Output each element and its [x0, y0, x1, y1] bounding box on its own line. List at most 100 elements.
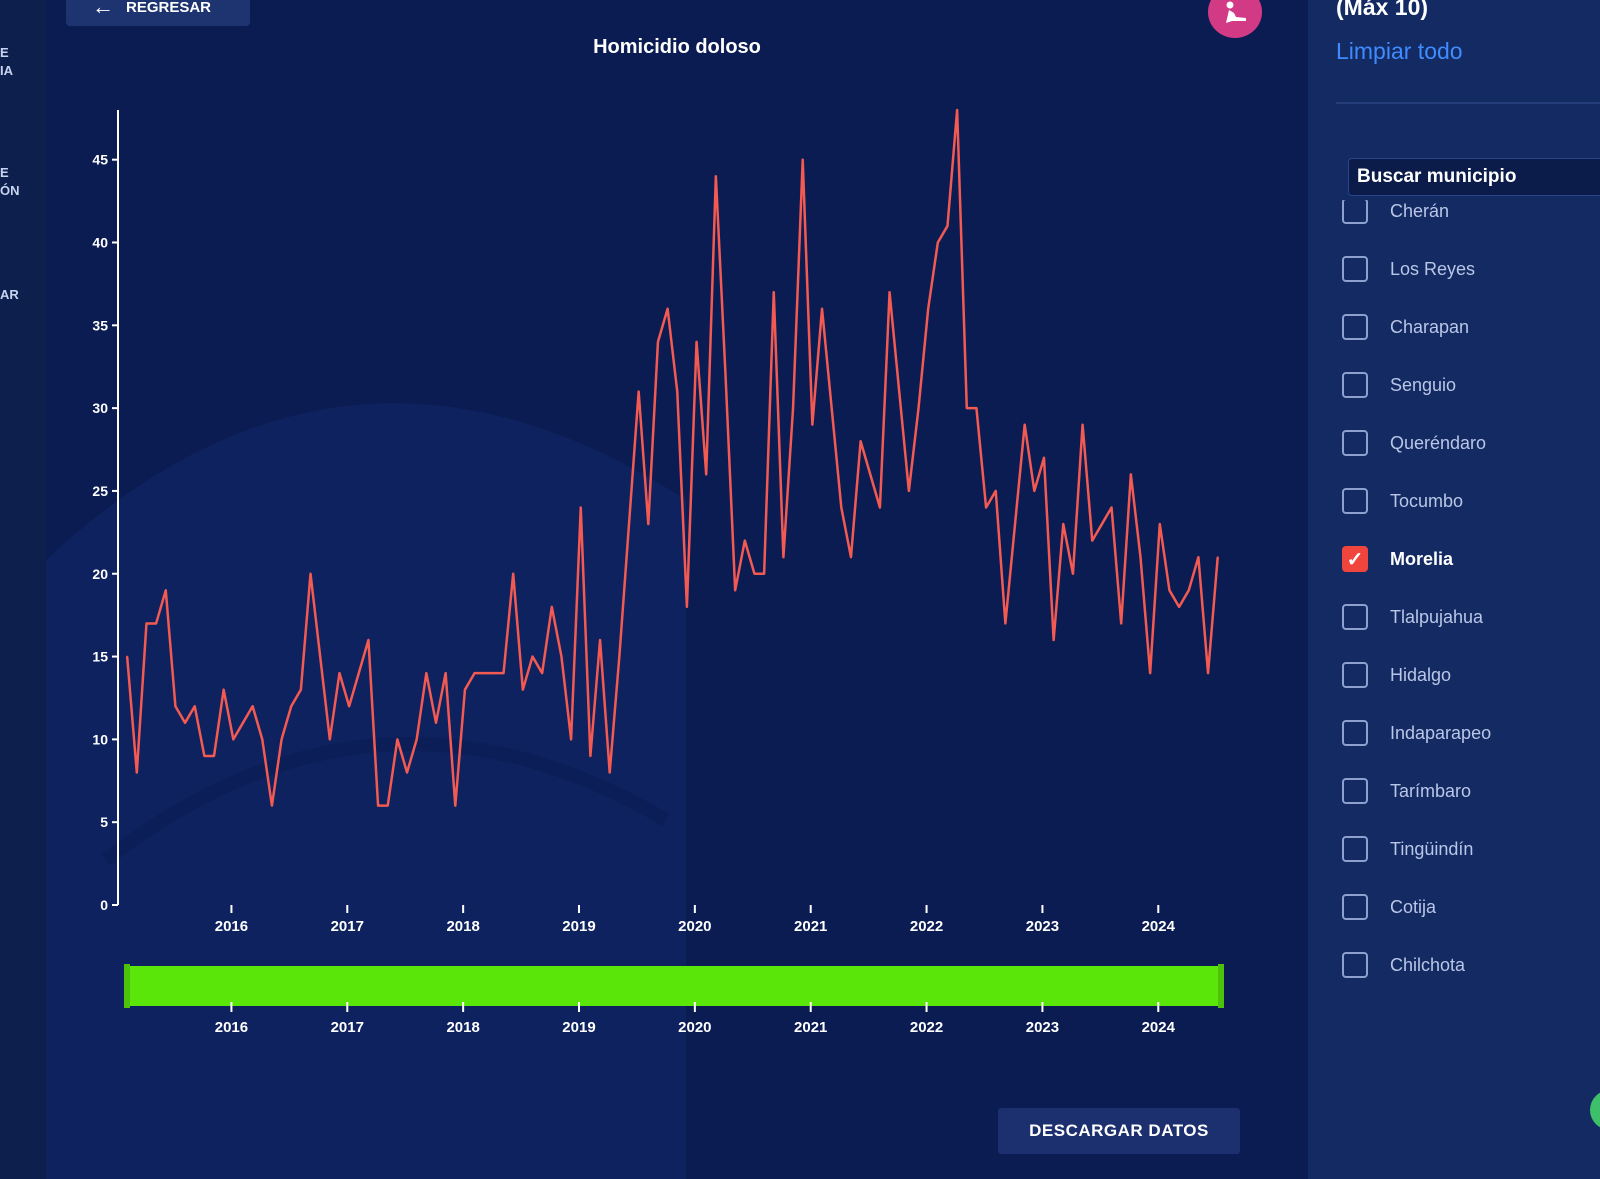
municipality-item[interactable]: Tocumbo — [1342, 484, 1463, 518]
range-tick-label: 2023 — [1026, 1019, 1059, 1036]
data-point — [290, 705, 293, 708]
municipality-item[interactable]: Los Reyes — [1342, 252, 1475, 286]
checkbox[interactable] — [1342, 430, 1368, 456]
data-point — [1216, 556, 1219, 559]
data-point — [454, 804, 457, 807]
checkbox[interactable] — [1342, 836, 1368, 862]
municipality-item[interactable]: Cotija — [1342, 890, 1436, 924]
data-point — [464, 688, 466, 691]
data-point — [1100, 523, 1103, 525]
data-point — [502, 672, 505, 675]
checkbox-checked[interactable]: ✓ — [1342, 546, 1368, 572]
data-point — [126, 655, 129, 658]
checkbox[interactable] — [1342, 488, 1368, 514]
data-point — [155, 622, 158, 625]
background-swirl-line — [101, 737, 670, 866]
data-point — [406, 771, 408, 774]
municipality-item[interactable]: Tlalpujahua — [1342, 600, 1483, 634]
checkbox[interactable] — [1342, 372, 1368, 398]
data-point — [512, 572, 515, 575]
municipality-item[interactable]: Queréndaro — [1342, 426, 1486, 460]
checkbox[interactable] — [1342, 778, 1368, 804]
download-data-button[interactable]: DESCARGAR DATOS — [998, 1108, 1240, 1154]
municipality-search-input[interactable] — [1348, 158, 1600, 196]
data-point — [821, 307, 823, 310]
data-point — [1014, 523, 1016, 525]
y-tick-label: 10 — [92, 731, 108, 747]
municipality-item[interactable]: Cherán — [1342, 200, 1449, 228]
checkbox[interactable] — [1342, 256, 1368, 282]
x-tick-label: 2023 — [1026, 918, 1059, 935]
nav-fragment[interactable]: E — [0, 165, 9, 180]
municipality-item[interactable]: ✓ Morelia — [1342, 542, 1453, 576]
municipality-label: Indaparapeo — [1390, 722, 1492, 743]
municipality-item[interactable]: Senguio — [1342, 368, 1456, 402]
nav-fragment[interactable]: ÓN — [0, 183, 20, 198]
data-point — [830, 407, 833, 410]
checkbox[interactable] — [1342, 314, 1368, 340]
checkbox[interactable] — [1342, 604, 1368, 630]
range-selector-bar — [126, 966, 1222, 1006]
municipality-label: Tocumbo — [1390, 490, 1464, 511]
data-point — [772, 291, 775, 294]
nav-fragment[interactable]: AR — [0, 287, 19, 302]
data-point — [628, 523, 630, 525]
y-tick-label: 30 — [92, 400, 108, 416]
municipality-item[interactable]: Tarímbaro — [1342, 774, 1471, 808]
municipality-label: Tarímbaro — [1390, 780, 1472, 801]
data-point — [608, 771, 611, 774]
data-point — [184, 721, 186, 724]
municipality-item[interactable]: Chilchota — [1342, 948, 1465, 982]
data-point — [956, 109, 959, 111]
x-tick-label: 2024 — [1142, 918, 1176, 935]
municipality-label: Tlalpujahua — [1390, 606, 1484, 627]
municipality-label: Hidalgo — [1390, 664, 1452, 685]
municipality-label: Senguio — [1390, 374, 1457, 395]
data-point — [1158, 523, 1161, 525]
data-point — [261, 738, 264, 741]
data-point — [763, 572, 766, 575]
checkbox[interactable] — [1342, 662, 1368, 688]
data-point — [328, 738, 331, 741]
person-icon[interactable] — [1208, 0, 1262, 38]
data-point — [203, 755, 206, 757]
y-tick-label: 35 — [92, 317, 108, 333]
data-point — [367, 639, 370, 641]
data-point — [483, 672, 486, 675]
municipality-label: Cherán — [1390, 200, 1450, 221]
data-point — [782, 556, 785, 559]
checkbox[interactable] — [1342, 720, 1368, 746]
data-point — [801, 158, 804, 161]
data-point — [222, 688, 225, 691]
back-button[interactable]: ← REGRESAR — [66, 0, 250, 26]
municipality-item[interactable]: Indaparapeo — [1342, 716, 1491, 750]
range-handle-right — [1218, 964, 1224, 1008]
nav-fragment[interactable]: E — [0, 45, 9, 60]
data-point — [357, 672, 360, 675]
data-point — [927, 307, 930, 310]
clear-all-link[interactable]: Limpiar todo — [1336, 38, 1463, 64]
data-point — [811, 423, 814, 426]
data-point — [1187, 589, 1190, 592]
data-point — [1197, 556, 1200, 559]
checkbox[interactable] — [1342, 952, 1368, 978]
y-tick-label: 5 — [100, 814, 108, 830]
checkbox[interactable] — [1342, 894, 1368, 920]
range-handle-left — [124, 964, 130, 1008]
data-point — [1023, 423, 1026, 426]
checkbox[interactable] — [1342, 200, 1368, 224]
data-point — [705, 473, 708, 476]
municipality-label: Morelia — [1390, 548, 1454, 569]
data-point — [396, 738, 399, 741]
municipality-item[interactable]: Tingüindín — [1342, 832, 1473, 866]
municipality-label: Los Reyes — [1390, 258, 1476, 279]
municipality-item[interactable]: Charapan — [1342, 310, 1469, 344]
data-point — [647, 523, 650, 525]
data-point — [309, 572, 312, 575]
data-point — [444, 672, 447, 675]
help-button[interactable] — [1590, 1090, 1600, 1130]
data-series-line — [125, 108, 1219, 807]
data-point — [888, 291, 891, 294]
nav-fragment[interactable]: IA — [0, 63, 13, 78]
municipality-item[interactable]: Hidalgo — [1342, 658, 1451, 692]
